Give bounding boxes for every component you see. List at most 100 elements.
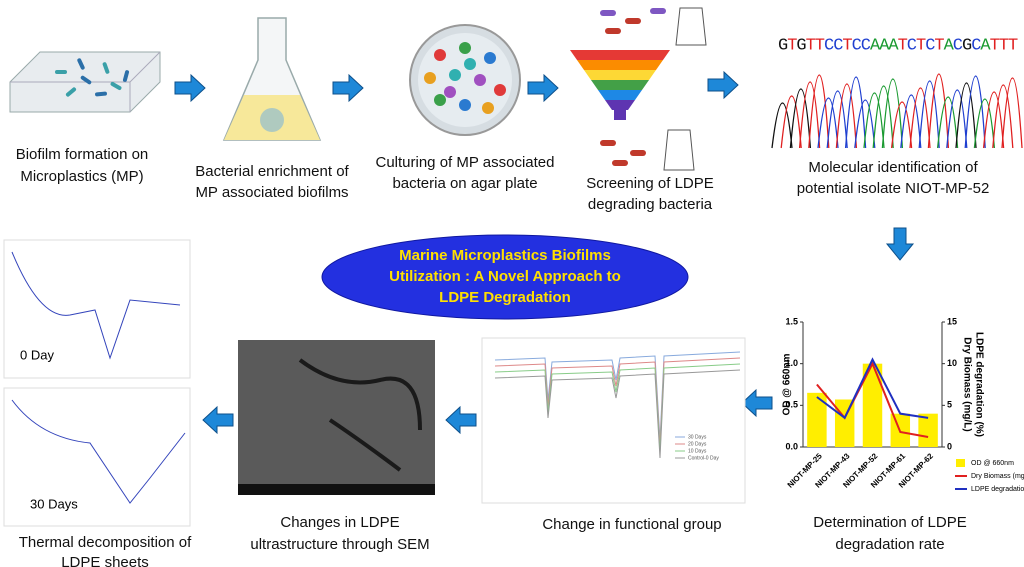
colony (449, 69, 461, 81)
chromatogram-peak (826, 90, 848, 149)
caption: Microplastics (MP) (20, 168, 143, 185)
chromatogram-peak (927, 73, 950, 149)
bar (862, 363, 883, 447)
arrow (885, 227, 915, 261)
colony (474, 74, 486, 86)
ftir-curve (494, 369, 741, 459)
y2-tick-label: 5 (947, 400, 952, 410)
chromatogram-peak (771, 102, 793, 149)
dna-base: G (962, 36, 972, 55)
sem-scale-bar (238, 484, 435, 495)
caption: Screening of LDPE (586, 175, 714, 192)
bacterium (95, 91, 107, 97)
title-ellipse (321, 234, 689, 320)
chromatogram-peak (817, 97, 839, 149)
caption: bacteria on agar plate (392, 175, 537, 192)
dsc-curve (11, 399, 186, 504)
bacterium (77, 58, 85, 70)
ftir-plot (481, 337, 746, 504)
funnel-band (584, 70, 656, 80)
line-series (816, 357, 929, 420)
dsc-plot (3, 387, 191, 527)
legend-label: 10 Days (688, 448, 707, 454)
y2-axis-label: LDPE degradation (%) (973, 332, 984, 437)
dna-base: G (796, 36, 806, 55)
caption: ultrastructure through SEM (250, 536, 429, 553)
chromatogram-peak (936, 96, 959, 149)
caption: MP associated biofilms (195, 184, 348, 201)
arrow (707, 70, 739, 100)
y2-tick-label: 10 (947, 358, 957, 368)
bag-icon (675, 7, 707, 46)
dna-base: T (842, 36, 852, 55)
bacterium (122, 70, 130, 82)
dna-base: C (852, 36, 862, 55)
caption: degrading bacteria (588, 196, 713, 213)
y2-axis-label: Dry Biomass (mg/L) (961, 337, 972, 431)
chromatogram-peak (992, 84, 1014, 149)
dna-base: C (907, 36, 917, 55)
bacterium (80, 75, 92, 85)
line-series (816, 361, 929, 438)
caption: Molecular identification of (808, 159, 978, 176)
chromatogram-peak (982, 91, 1005, 149)
dna-base: T (934, 36, 944, 55)
funnel-band (591, 80, 649, 90)
caption: Changes in LDPE (280, 514, 399, 531)
dna-base: A (879, 36, 890, 55)
funnel-band (570, 50, 670, 60)
bacterium (600, 140, 616, 146)
dna-base: A (980, 36, 991, 55)
dna-base: G (778, 36, 788, 55)
legend-label: Dry Biomass (mg/L) (971, 473, 1024, 480)
arrow (332, 73, 364, 103)
chromatogram-peak (964, 75, 986, 149)
sem-crack (298, 358, 422, 472)
caption: Bacterial enrichment of (195, 163, 349, 180)
arrow (174, 73, 206, 103)
caption: LDPE Degradation (439, 289, 571, 306)
chromatogram-peak (798, 81, 821, 149)
dna-base: C (925, 36, 935, 55)
bacterium (102, 62, 110, 74)
colony (464, 58, 476, 70)
caption: Biofilm formation on (16, 146, 149, 163)
chromatogram-peak (780, 95, 802, 149)
caption: degradation rate (835, 536, 944, 553)
dsc-plot (3, 239, 191, 379)
dna-base: T (806, 36, 816, 55)
dsc-curve (11, 251, 181, 360)
caption: potential isolate NIOT-MP-52 (797, 180, 990, 197)
chromatogram-peak (844, 76, 867, 149)
colony (484, 52, 496, 64)
legend-label: OD @ 660nm (971, 460, 1014, 467)
colony (459, 99, 471, 111)
y-tick-label: 1.5 (785, 316, 798, 326)
caption: Marine Microplastics Biofilms (399, 247, 611, 264)
dna-base: T (815, 36, 825, 55)
bacterium (55, 70, 67, 74)
dna-base: T (1008, 36, 1018, 55)
sem-image (238, 340, 435, 495)
flask-biofilm (260, 108, 284, 132)
colony (434, 94, 446, 106)
chromatogram-peak (835, 83, 858, 149)
bacterium (110, 82, 122, 90)
chromatogram-peak (854, 99, 876, 149)
funnel-spout (614, 110, 626, 120)
bar (918, 413, 938, 447)
funnel-band (605, 100, 635, 110)
dna-base: A (944, 36, 955, 55)
y2-tick-label: 15 (947, 316, 957, 326)
colony (482, 102, 494, 114)
caption: Determination of LDPE (813, 514, 966, 531)
chromatogram-peak (872, 85, 894, 149)
bacterium (625, 18, 641, 24)
dna-base: C (953, 36, 963, 55)
dsc-label: 30 Days (30, 496, 78, 511)
dna-base: A (870, 36, 881, 55)
caption: Thermal decomposition of (19, 534, 192, 551)
legend-label: LDPE degradation (%) (971, 486, 1024, 493)
chromatogram-peak (918, 80, 940, 149)
chromatogram-peak (955, 82, 977, 149)
